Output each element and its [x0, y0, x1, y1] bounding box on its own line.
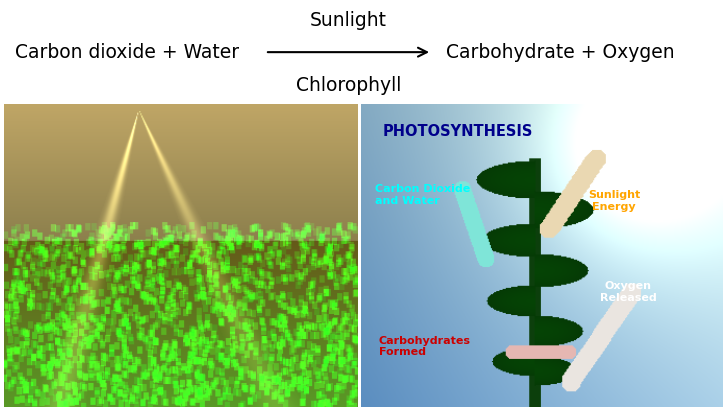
Text: Sunlight: Sunlight: [310, 11, 387, 30]
Text: Carbohydrate + Oxygen: Carbohydrate + Oxygen: [446, 43, 675, 62]
Text: Carbon dioxide + Water: Carbon dioxide + Water: [15, 43, 239, 62]
Text: Chlorophyll: Chlorophyll: [295, 76, 401, 95]
Text: Sunlight
Energy: Sunlight Energy: [588, 190, 640, 212]
Text: Oxygen
Released: Oxygen Released: [600, 281, 657, 303]
Text: Carbon Dioxide
and Water: Carbon Dioxide and Water: [375, 184, 470, 206]
Text: PHOTOSYNTHESIS: PHOTOSYNTHESIS: [383, 124, 533, 139]
Text: Carbohydrates
Formed: Carbohydrates Formed: [379, 336, 471, 357]
